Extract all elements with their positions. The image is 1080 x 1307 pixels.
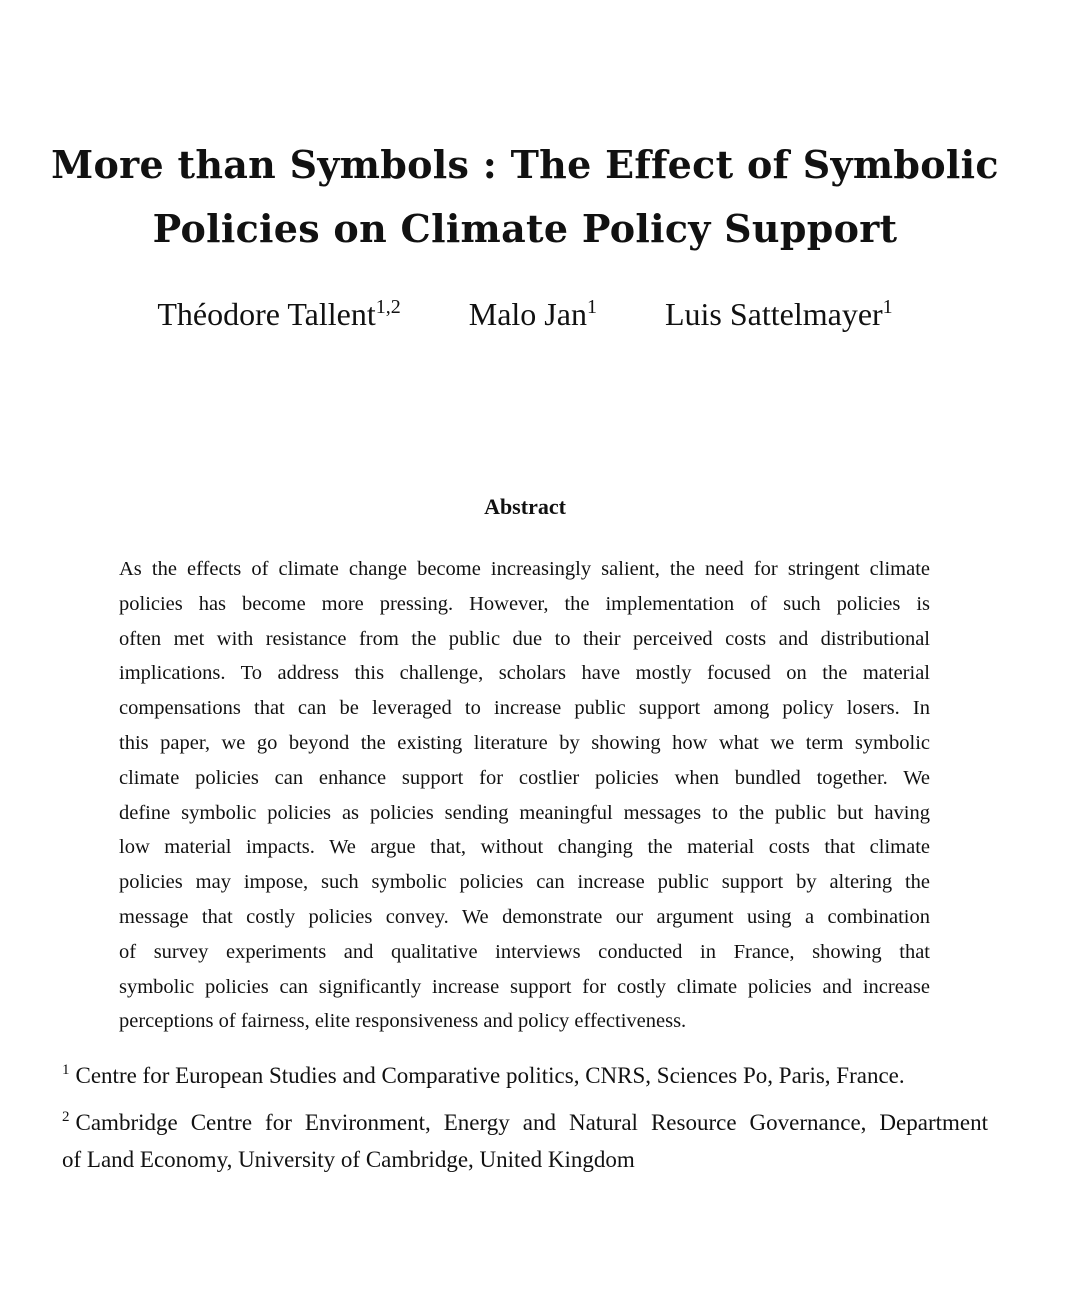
abstract-line: this paper, we go beyond the existing li… <box>119 731 930 754</box>
author-affiliation: 1 <box>586 296 597 318</box>
abstract-line: of survey experiments and qualitative in… <box>119 940 930 963</box>
author-name: Malo Jan <box>468 296 587 332</box>
author: Théodore Tallent1,2 <box>157 296 400 333</box>
footnote-mark: 1 <box>62 1062 70 1078</box>
footnote-text-line-1: Cambridge Centre for Environment, Energy… <box>75 1110 989 1135</box>
abstract-line: message that costly policies convey. We … <box>119 905 930 928</box>
abstract-line: compensations that can be leveraged to i… <box>119 697 930 720</box>
footnote-text-line-2: of Land Economy, University of Cambridge… <box>62 1147 635 1172</box>
author-affiliation: 1 <box>882 296 893 318</box>
abstract-line: implications. To address this challenge,… <box>119 662 930 685</box>
author-list: Théodore Tallent1,2 Malo Jan1 Luis Satte… <box>0 296 1050 333</box>
author-affiliation: 1,2 <box>375 296 401 318</box>
abstract-line: symbolic policies can significantly incr… <box>119 975 930 998</box>
paper-title-line-1: More than Symbols : The Effect of Symbol… <box>51 142 999 187</box>
author-name: Luis Sattelmayer <box>664 296 883 332</box>
paper-title-line-2: Policies on Climate Policy Support <box>152 206 898 251</box>
abstract-line: As the effects of climate change become … <box>119 558 930 580</box>
author: Luis Sattelmayer1 <box>665 296 893 333</box>
author-name: Théodore Tallent <box>157 296 376 332</box>
footnote-1: 1 Centre for European Studies and Compara… <box>62 1062 988 1089</box>
abstract-line: climate policies can enhance support for… <box>119 766 930 789</box>
abstract-line: policies may impose, such symbolic polic… <box>119 871 930 894</box>
footnote-text: Centre for European Studies and Comparat… <box>75 1063 905 1088</box>
footnote-mark: 2 <box>62 1109 70 1125</box>
abstract-line: low material impacts. We argue that, wit… <box>119 836 930 859</box>
abstract-line: define symbolic policies as policies sen… <box>119 801 930 824</box>
abstract-line: policies has become more pressing. Howev… <box>119 592 930 615</box>
abstract-line: perceptions of fairness, elite responsiv… <box>119 1010 687 1033</box>
abstract-heading: Abstract <box>484 494 566 519</box>
abstract-body: As the effects of climate change become … <box>119 554 930 1041</box>
abstract-line: often met with resistance from the publi… <box>119 627 930 650</box>
footnote-2: 2 Cambridge Centre for Environment, Energ… <box>62 1099 988 1178</box>
author: Malo Jan1 <box>469 296 597 333</box>
